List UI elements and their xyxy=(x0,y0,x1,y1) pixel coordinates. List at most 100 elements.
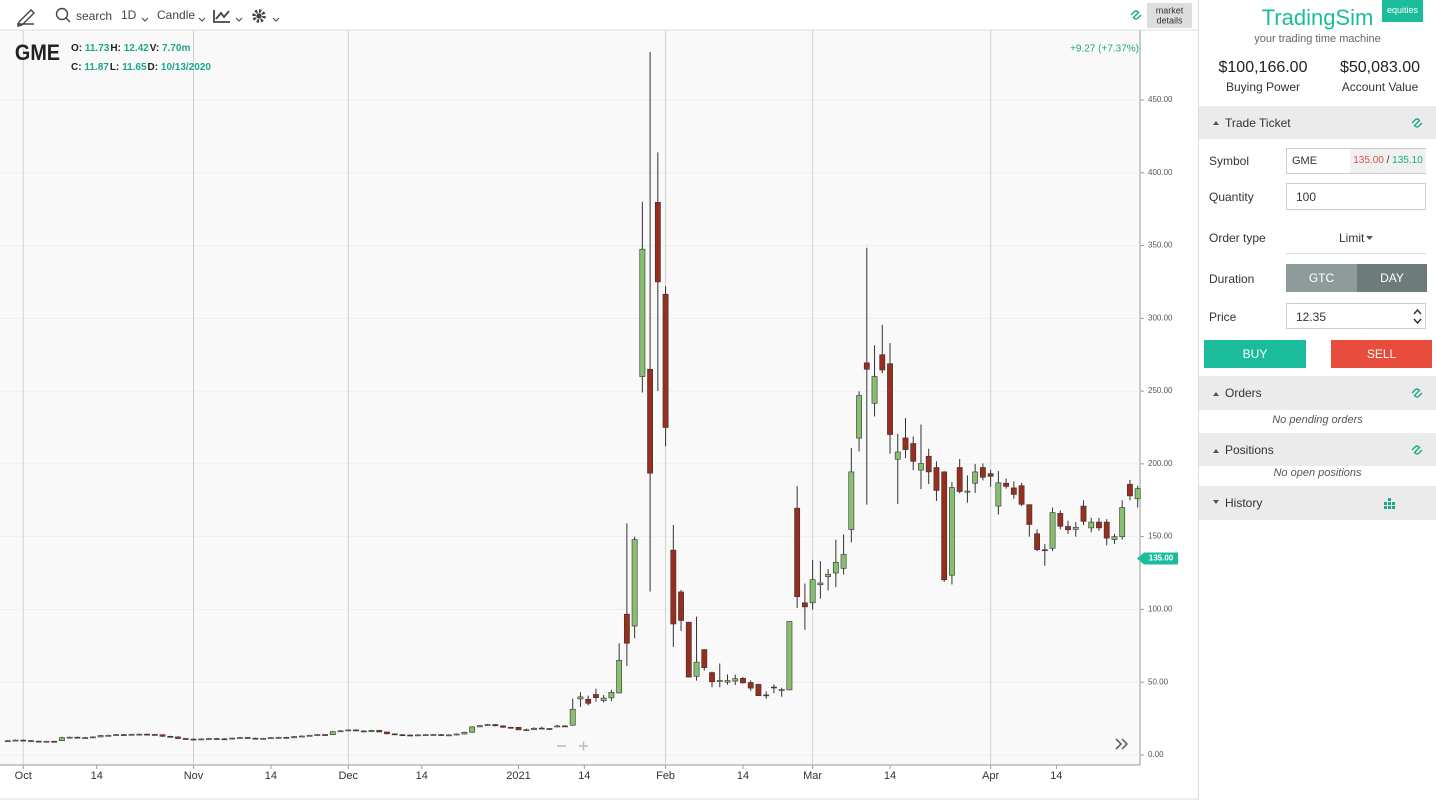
dropdown-caret[interactable] xyxy=(272,17,280,22)
duration-option[interactable]: GTC xyxy=(1286,264,1357,292)
section-header[interactable]: Orders xyxy=(1199,376,1436,410)
price-input[interactable]: 12.35 xyxy=(1286,303,1426,329)
candle-body xyxy=(4,740,11,743)
candle-body xyxy=(12,739,19,742)
link-icon[interactable] xyxy=(1411,444,1423,456)
candle-body xyxy=(685,621,692,678)
indicator-icon[interactable] xyxy=(213,10,230,23)
candle-body xyxy=(925,455,932,473)
candle-body xyxy=(260,738,267,740)
expand-icon xyxy=(1213,500,1219,504)
candle-body xyxy=(407,734,414,737)
candle-body xyxy=(237,737,243,739)
candle-body xyxy=(267,737,274,739)
settings-icon[interactable] xyxy=(256,13,262,19)
quantity-input[interactable]: 100 xyxy=(1286,183,1426,210)
candle-body xyxy=(229,737,236,740)
candle-body xyxy=(453,733,460,736)
candle-body xyxy=(863,362,870,370)
section-header[interactable]: Positions xyxy=(1199,433,1436,466)
candle-body xyxy=(461,731,468,735)
candle-body xyxy=(51,740,58,743)
candle-body xyxy=(538,727,545,730)
field-label: Quantity xyxy=(1209,190,1254,204)
readout-label: C: xyxy=(71,62,82,73)
link-icon[interactable] xyxy=(1411,387,1423,399)
candle-body xyxy=(1088,521,1095,529)
candle-body xyxy=(1103,521,1110,539)
candle-body xyxy=(159,734,166,737)
search-icon[interactable] xyxy=(55,7,69,21)
duration-option[interactable]: DAY xyxy=(1357,264,1427,292)
draw-icon[interactable] xyxy=(17,9,35,27)
dropdown-caret[interactable] xyxy=(198,17,206,22)
market-badge[interactable]: equities xyxy=(1382,0,1423,22)
field-label: Symbol xyxy=(1209,154,1250,168)
settings-icon[interactable] xyxy=(252,9,266,23)
candle-body xyxy=(554,725,561,728)
candle-body xyxy=(585,698,592,704)
account-value-value: $50,083.00 xyxy=(1339,59,1421,76)
sell-button[interactable]: SELL xyxy=(1331,340,1432,368)
interval-select[interactable]: 1D xyxy=(121,8,137,22)
candle-body xyxy=(1080,505,1087,522)
candle-body xyxy=(206,738,212,740)
market-details-button[interactable] xyxy=(1147,3,1192,28)
candle-body xyxy=(856,395,862,439)
candle-body xyxy=(476,725,483,728)
link-icon[interactable] xyxy=(1130,10,1142,20)
search-icon[interactable] xyxy=(65,17,71,23)
candle-body xyxy=(593,694,599,698)
candle-body xyxy=(306,735,313,737)
field-label: Order type xyxy=(1209,231,1266,245)
readout-value: 11.65 xyxy=(122,62,147,73)
chart: market details +9.27 (+7.37%) GME 0.00 50… xyxy=(0,3,1198,800)
x-tick-label: Apr xyxy=(982,770,999,782)
candle-body xyxy=(608,692,615,699)
x-tick-label: 14 xyxy=(1050,770,1062,782)
link-icon[interactable] xyxy=(1411,117,1423,129)
candle-body xyxy=(678,591,684,621)
empty-message: No pending orders xyxy=(1272,414,1363,426)
candle-body xyxy=(128,733,135,736)
field-label: Duration xyxy=(1209,272,1255,286)
symbol-input[interactable]: GME 135.00 / 135.10 xyxy=(1286,148,1426,174)
candle-body xyxy=(894,451,901,460)
search-box[interactable]: search xyxy=(76,9,113,23)
spinner[interactable] xyxy=(1413,308,1422,325)
dropdown-caret[interactable] xyxy=(235,17,243,22)
chart-style-select[interactable]: Candle xyxy=(157,8,196,22)
y-tick-label: 150.00 xyxy=(1148,532,1173,541)
order-type-select[interactable]: Limit xyxy=(1286,225,1426,254)
dropdown-caret[interactable] xyxy=(141,17,149,22)
market-details-label[interactable]: market xyxy=(1156,5,1184,15)
candle-body xyxy=(415,734,421,737)
candle-body xyxy=(840,554,847,569)
section-header[interactable]: History xyxy=(1199,486,1436,520)
market-details-label[interactable]: details xyxy=(1156,15,1183,25)
candle-body xyxy=(144,733,150,736)
candle-body xyxy=(376,730,383,733)
history-icon[interactable] xyxy=(1383,498,1396,512)
y-tick-label: 250.00 xyxy=(1148,386,1173,395)
buy-button[interactable]: BUY xyxy=(1204,340,1306,368)
section-header[interactable]: Trade Ticket xyxy=(1199,106,1436,139)
candle-body xyxy=(949,487,955,576)
scroll-latest[interactable] xyxy=(1115,738,1129,750)
zoom-controls[interactable] xyxy=(557,741,588,751)
y-tick-label: 350.00 xyxy=(1148,241,1173,250)
candle-body xyxy=(198,738,205,741)
candle-body xyxy=(353,729,359,732)
candle-body xyxy=(391,733,398,736)
candle-body xyxy=(113,734,119,736)
x-tick-label: Feb xyxy=(656,770,675,782)
candle-body xyxy=(252,737,259,740)
candle-body xyxy=(817,582,824,586)
x-tick-label: 14 xyxy=(91,770,103,782)
y-tick-label: 400.00 xyxy=(1148,168,1173,177)
candle-body xyxy=(747,682,754,689)
candle-body xyxy=(445,734,452,737)
quote: 135.00 / 135.10 xyxy=(1350,149,1426,173)
candle-body xyxy=(43,740,50,743)
candle-body xyxy=(105,735,112,737)
